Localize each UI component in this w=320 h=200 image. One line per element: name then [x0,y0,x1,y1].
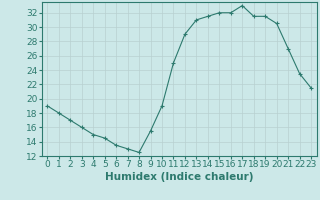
X-axis label: Humidex (Indice chaleur): Humidex (Indice chaleur) [105,172,253,182]
